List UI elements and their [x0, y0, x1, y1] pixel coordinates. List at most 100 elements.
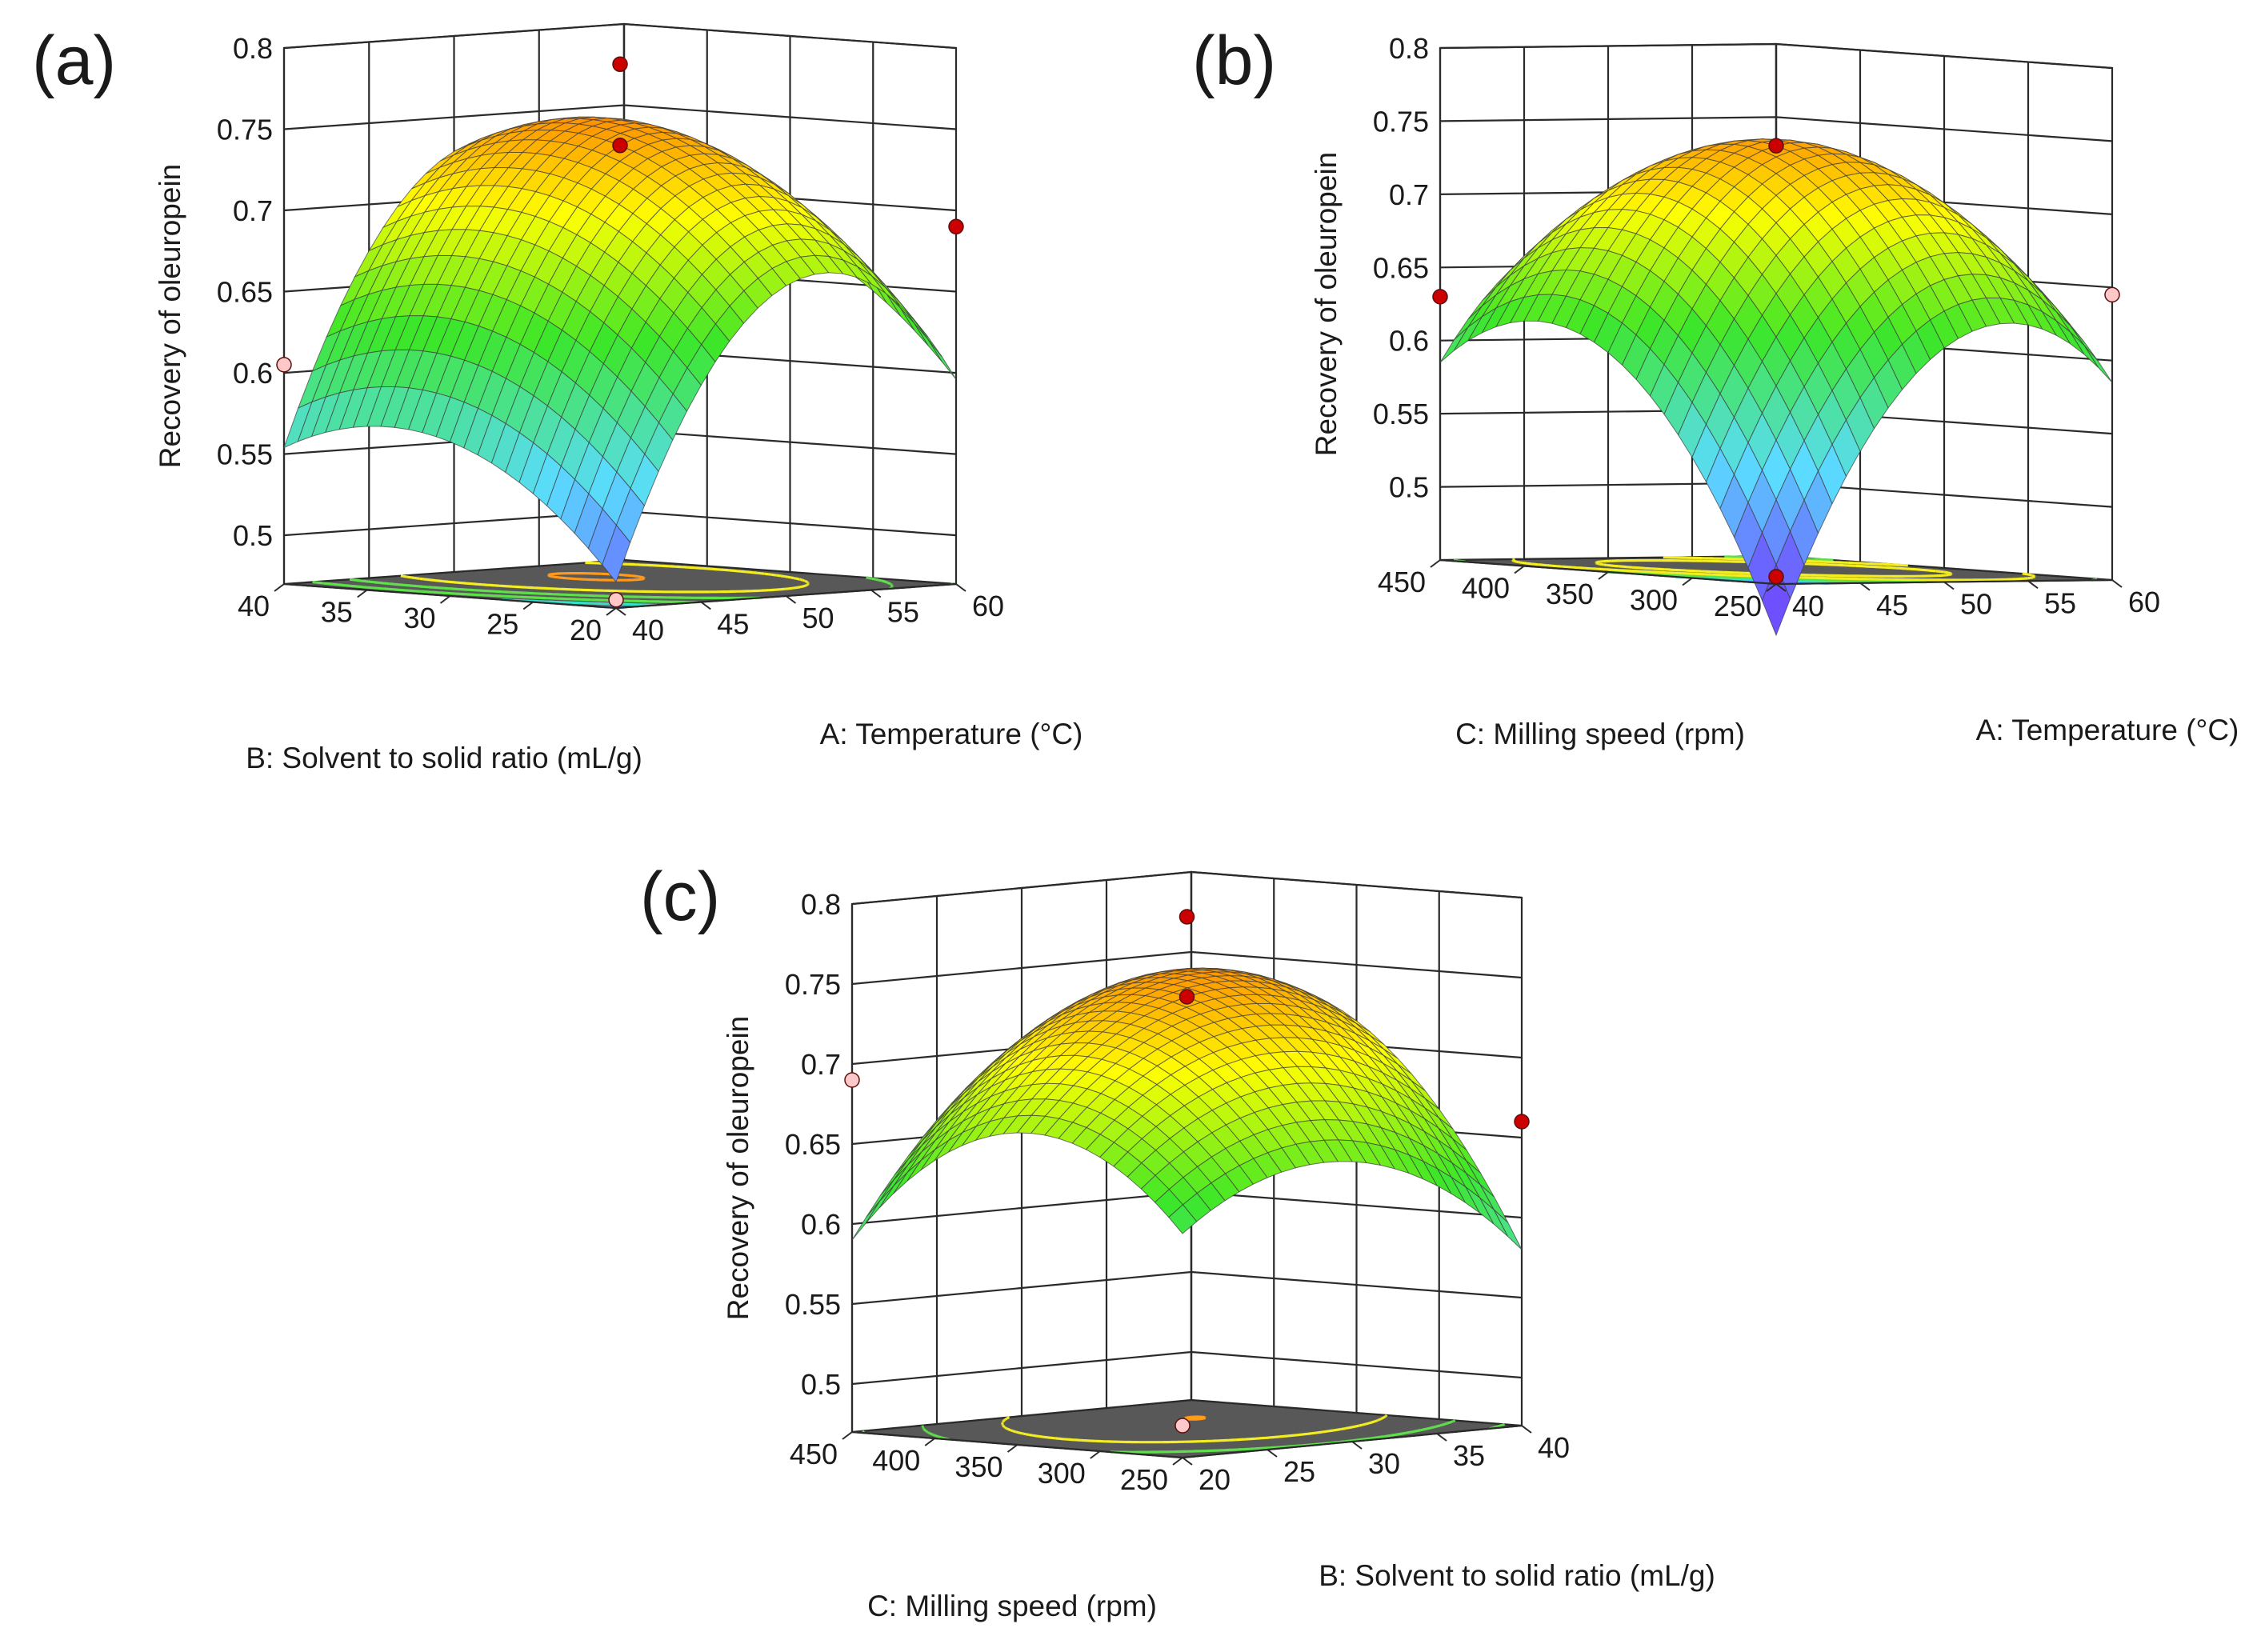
y-tick-mark — [1006, 1444, 1018, 1453]
z-tick-label: 0.8 — [1389, 32, 1429, 65]
design-point — [1768, 138, 1784, 154]
x-axis-title: B: Solvent to solid ratio (mL/g) — [1319, 1559, 1715, 1592]
contour-line — [349, 576, 894, 600]
x-axis-title: A: Temperature (°C) — [820, 718, 1083, 750]
x-tick-label: 50 — [1960, 588, 1992, 621]
y-tick-label: 40 — [238, 590, 270, 622]
design-point — [1179, 989, 1195, 1005]
surface-cell — [602, 524, 631, 583]
x-tick-mark — [700, 601, 711, 610]
design-point — [276, 357, 292, 373]
design-point — [1514, 1114, 1530, 1130]
y-tick-mark — [924, 1438, 935, 1446]
x-tick-label: 40 — [1792, 590, 1824, 622]
z-tick-label: 0.7 — [233, 194, 273, 227]
y-tick-mark — [1514, 565, 1525, 574]
x-tick-label: 35 — [1453, 1439, 1485, 1472]
surface-plot-a: 40 45 50 55 60 20 25 30 35 40 0.5 0.55 0.6 0.65 0.7 0.7… — [154, 22, 1083, 774]
surface-cell — [1761, 563, 1791, 637]
y-tick-label: 35 — [321, 596, 353, 629]
z-tick-label: 0.6 — [233, 357, 273, 390]
y-tick-label: 20 — [570, 614, 602, 646]
y-tick-label: 350 — [954, 1450, 1002, 1483]
z-tick-label: 0.55 — [217, 438, 273, 471]
y-tick-mark — [842, 1431, 853, 1440]
z-tick-label: 0.5 — [1389, 471, 1429, 504]
x-tick-mark — [615, 607, 626, 616]
z-tick-label: 0.55 — [785, 1288, 841, 1321]
y-tick-label: 25 — [486, 608, 518, 641]
x-axis-title: A: Temperature (°C) — [1976, 714, 2239, 746]
x-tick-mark — [1775, 583, 1787, 592]
z-tick-label: 0.65 — [1373, 251, 1429, 284]
y-tick-mark — [357, 589, 368, 598]
y-tick-label: 400 — [1462, 572, 1510, 605]
x-tick-mark — [785, 595, 797, 604]
x-tick-label: 30 — [1368, 1447, 1400, 1480]
x-tick-label: 60 — [2128, 586, 2160, 618]
y-tick-label: 300 — [1630, 584, 1678, 617]
design-point — [1432, 289, 1448, 305]
z-tick-label: 0.8 — [801, 888, 841, 921]
design-point — [612, 138, 628, 154]
y-tick-mark — [1766, 583, 1777, 592]
x-tick-mark — [870, 589, 882, 598]
y-tick-label: 250 — [1714, 590, 1762, 622]
y-tick-mark — [1682, 577, 1693, 586]
x-tick-mark — [2111, 579, 2123, 588]
z-axis-title: Recovery of oleuropein — [722, 1016, 754, 1321]
surface-plot-c: 20 25 30 35 40 250 300 350 400 450 0.5 0.55 0.6 0.65 0… — [722, 870, 1715, 1622]
x-tick-mark — [1182, 1457, 1193, 1466]
z-tick-label: 0.75 — [217, 114, 273, 146]
design-point — [608, 592, 624, 608]
y-tick-label: 30 — [403, 602, 435, 634]
y-tick-mark — [522, 601, 534, 610]
x-tick-label: 20 — [1199, 1463, 1231, 1496]
x-tick-mark — [1943, 581, 1955, 590]
z-tick-label: 0.5 — [233, 519, 273, 552]
response-surface — [851, 967, 1523, 1250]
z-axis-title: Recovery of oleuropein — [154, 164, 186, 469]
x-tick-mark — [1351, 1441, 1363, 1450]
z-axis-title: Recovery of oleuropein — [1310, 152, 1343, 457]
y-tick-mark — [439, 595, 451, 604]
z-tick-label: 0.55 — [1373, 398, 1429, 430]
y-tick-label: 300 — [1038, 1457, 1086, 1490]
x-tick-label: 55 — [2044, 586, 2076, 619]
z-tick-label: 0.75 — [1373, 105, 1429, 138]
y-tick-label: 450 — [790, 1438, 838, 1470]
x-tick-label: 45 — [1876, 589, 1908, 622]
y-tick-label: 400 — [872, 1444, 920, 1477]
x-tick-label: 25 — [1283, 1455, 1315, 1488]
surface-cell — [1168, 1204, 1198, 1234]
x-tick-label: 40 — [632, 614, 664, 646]
z-tick-label: 0.6 — [801, 1208, 841, 1241]
design-point — [1179, 909, 1195, 925]
design-point — [2104, 286, 2120, 303]
z-tick-label: 0.7 — [1389, 178, 1429, 211]
y-tick-mark — [1090, 1450, 1101, 1459]
y-tick-label: 350 — [1546, 578, 1594, 610]
y-tick-mark — [1172, 1457, 1183, 1466]
y-tick-mark — [274, 583, 285, 592]
y-tick-mark — [1598, 571, 1609, 580]
response-surface — [1439, 138, 2113, 637]
z-tick-label: 0.6 — [1389, 325, 1429, 358]
x-tick-mark — [955, 583, 966, 592]
design-point — [948, 218, 964, 235]
x-tick-mark — [1859, 582, 1871, 591]
x-tick-label: 50 — [802, 602, 834, 634]
x-tick-label: 55 — [887, 596, 919, 629]
panel-label-a: (a) — [32, 22, 116, 99]
z-tick-label: 0.75 — [785, 968, 841, 1001]
z-tick-label: 0.7 — [801, 1048, 841, 1081]
panel-label-c: (c) — [640, 858, 720, 935]
z-tick-label: 0.65 — [785, 1128, 841, 1161]
design-point — [1175, 1418, 1191, 1434]
design-point — [844, 1072, 860, 1088]
x-tick-label: 40 — [1538, 1431, 1570, 1464]
contour-line — [546, 572, 646, 582]
y-axis-title: C: Milling speed (rpm) — [867, 1590, 1157, 1622]
y-tick-label: 250 — [1120, 1463, 1168, 1496]
